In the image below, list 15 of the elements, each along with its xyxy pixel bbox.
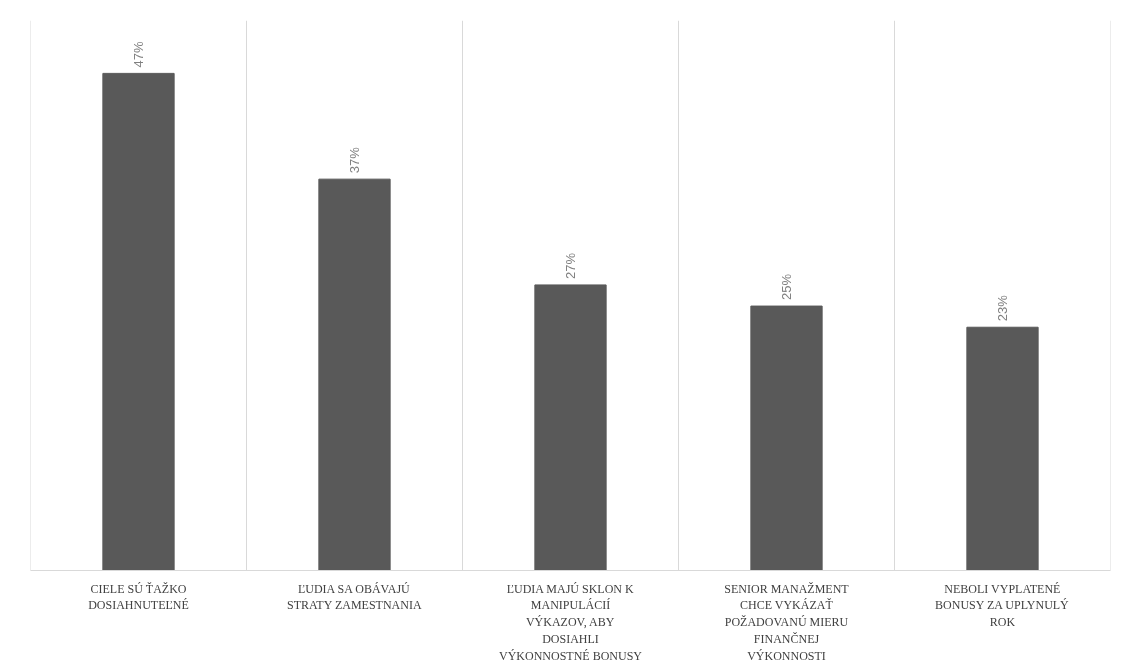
data-label: 25% — [779, 273, 794, 301]
data-label: 37% — [347, 146, 362, 174]
x-tick-label: CIELE SÚ ŤAŽKO DOSIAHNUTEĽNÉ — [88, 581, 189, 613]
data-label: 27% — [563, 252, 578, 279]
x-tick-label: SENIOR MANAŽMENT CHCE VYKÁZAŤ POŽADOVANÚ MIERU FINANČNEJ VÝKONNOSTI — [724, 581, 850, 663]
data-label: 47% — [131, 40, 146, 68]
bar — [102, 72, 175, 571]
x-tick-label: NEBOLI VYPLATENÉ BONUSY ZA UPLYNULÝ ROK — [935, 581, 1070, 630]
bar — [966, 326, 1039, 571]
x-tick-label: ĽUDIA MAJÚ SKLON K MANIPULÁCIÍ VÝKAZOV, ABY DOSIAHLI VÝKONNOSTNÉ BONUSY — [499, 581, 643, 663]
x-tick-label: ĽUDIA SA OBÁVAJÚ STRATY ZAMESTNANIA — [287, 581, 422, 613]
bar — [750, 305, 823, 571]
bar — [534, 284, 607, 571]
data-label: 23% — [995, 294, 1010, 322]
bar — [318, 178, 391, 571]
